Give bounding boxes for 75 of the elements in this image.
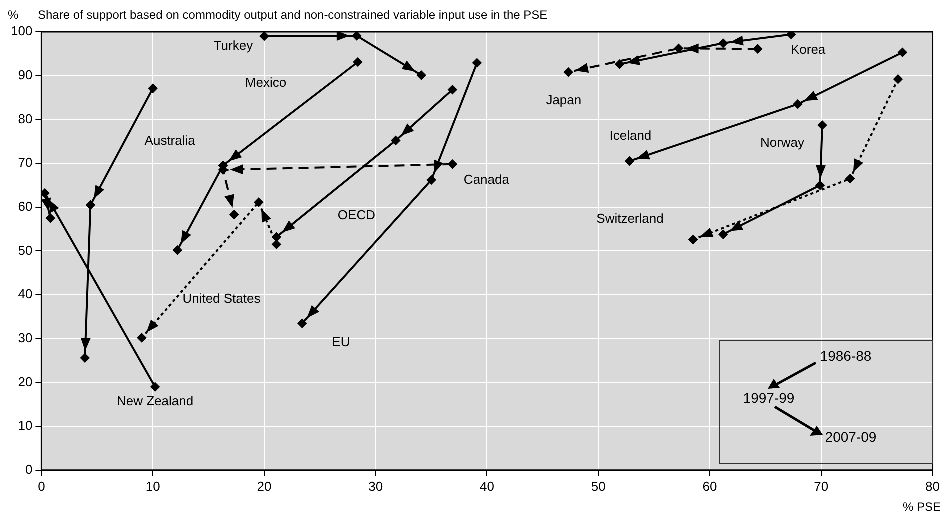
point <box>272 240 282 250</box>
x-tick-label: 0 <box>38 478 46 494</box>
point <box>391 136 400 146</box>
y-tick-label: 60 <box>18 198 33 214</box>
text: EU <box>332 334 350 350</box>
point <box>564 68 574 77</box>
y-tick-label: 50 <box>18 242 33 258</box>
point <box>230 210 239 220</box>
annotation: 2007-09 <box>825 429 877 445</box>
y-tick-label: 20 <box>18 374 33 390</box>
x-tick-label: 60 <box>702 478 718 494</box>
point <box>86 200 96 210</box>
series-label: Iceland <box>610 128 652 144</box>
y-tick-label: 10 <box>18 418 33 434</box>
point <box>688 235 698 244</box>
annotation: 1986-88 <box>820 348 872 364</box>
x-tick-label: 10 <box>146 478 160 494</box>
point <box>260 32 269 41</box>
point <box>137 334 146 343</box>
point <box>80 354 90 363</box>
series-label: Canada <box>464 172 510 187</box>
point <box>298 319 307 328</box>
point <box>894 74 903 84</box>
point <box>42 188 50 198</box>
point <box>352 32 362 40</box>
point <box>173 246 182 255</box>
y-tick-label: 100 <box>10 24 33 39</box>
x-tick-label: 50 <box>591 478 606 494</box>
x-tick-label: 80 <box>926 478 940 494</box>
point <box>753 44 762 54</box>
point <box>786 32 796 40</box>
point <box>354 58 363 67</box>
text: Switzerland <box>596 210 664 226</box>
series-label: Japan <box>546 92 582 108</box>
series-label: New Zealand <box>117 394 194 409</box>
series-label: Norway <box>760 134 806 150</box>
point <box>46 214 56 223</box>
series-label: Turkey <box>214 38 254 53</box>
point <box>417 70 426 80</box>
point <box>846 174 855 184</box>
chart-title: Share of support based on commodity output and non-constrained variable input use in the PSE <box>38 8 548 22</box>
point <box>150 382 160 392</box>
y-tick-label: 40 <box>18 286 33 302</box>
series-label: OECD <box>338 207 376 222</box>
point <box>818 120 827 130</box>
y-axis-title: % <box>8 8 19 22</box>
x-axis-title: % PSE <box>902 500 941 514</box>
point <box>254 198 264 208</box>
point <box>898 48 908 58</box>
x-tick-label: 20 <box>257 478 272 494</box>
point <box>816 180 825 190</box>
series-label: Mexico <box>245 74 287 90</box>
point <box>674 44 684 54</box>
point <box>448 160 458 169</box>
point <box>615 60 624 69</box>
y-tick-label: 90 <box>18 67 33 82</box>
x-tick-label: 40 <box>480 478 494 494</box>
point <box>793 100 802 109</box>
y-tick-label: 80 <box>18 111 33 126</box>
point <box>718 230 728 240</box>
series-label: Australia <box>144 133 196 148</box>
point <box>148 84 158 94</box>
point <box>472 58 482 68</box>
series-label: United States <box>182 291 262 306</box>
series-label: Korea <box>790 42 826 58</box>
point <box>427 176 436 185</box>
point <box>718 38 728 48</box>
y-tick-label: 70 <box>18 155 33 170</box>
point <box>625 156 634 166</box>
annotation: 1997-99 <box>743 390 795 406</box>
y-tick-label: 30 <box>18 330 33 346</box>
x-tick-label: 30 <box>368 478 384 494</box>
point <box>448 85 458 94</box>
y-tick-label: 0 <box>25 462 33 477</box>
x-tick-label: 70 <box>814 478 829 494</box>
